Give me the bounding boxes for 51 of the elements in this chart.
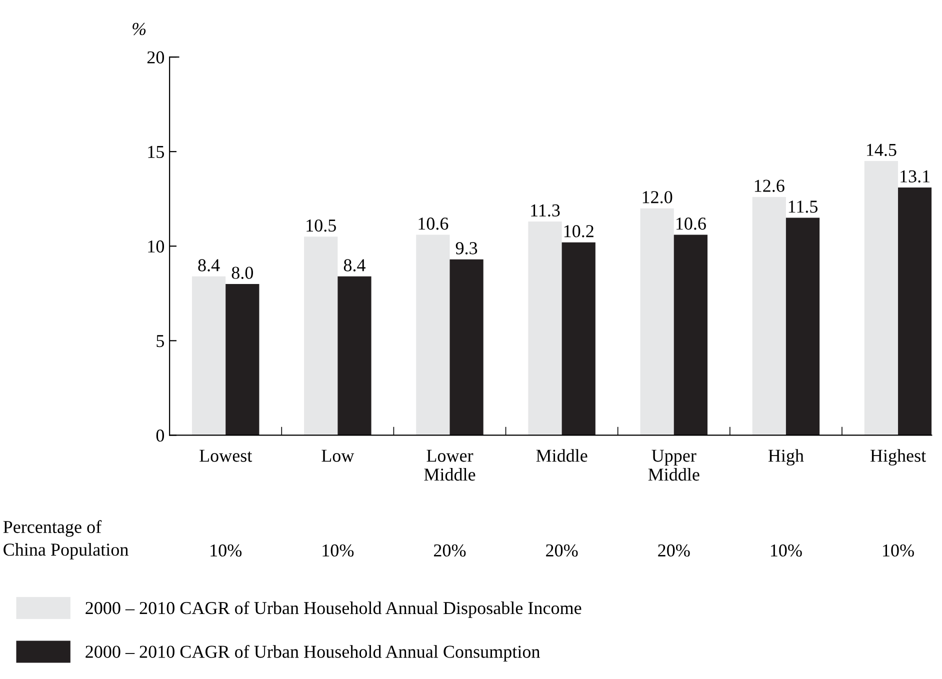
x-tick-label: Middle (536, 449, 588, 462)
x-tick-label: Low (322, 450, 354, 462)
data-label: 8.4 (344, 259, 366, 272)
bar (674, 234, 708, 436)
text: 10% (210, 544, 242, 557)
bar (304, 236, 338, 436)
y-tick-label: 5 (156, 335, 164, 348)
bar (786, 218, 820, 436)
x-tick-label: Upper Middle (648, 450, 700, 481)
legend-label: 2000 – 2010 CAGR of Urban Household Annual Consumption (86, 644, 540, 662)
data-label: 8.0 (232, 266, 253, 279)
text: 10% (883, 544, 914, 557)
data-label: 10.6 (676, 218, 706, 230)
bar (752, 196, 786, 436)
text: 20% (546, 544, 578, 557)
x-tick-label: High (768, 449, 804, 466)
data-label: 13.1 (900, 170, 930, 183)
y-tick-label: 0 (156, 429, 164, 442)
x-tick-label: Lower Middle (424, 450, 476, 481)
data-label: 14.5 (866, 144, 896, 156)
x-tick-label: Highest (870, 449, 926, 466)
bar (898, 188, 932, 436)
data-label: 11.3 (531, 204, 560, 217)
data-label: 10.2 (564, 225, 594, 238)
y-tick-label: 15 (148, 146, 164, 158)
text: 10% (770, 544, 802, 557)
bar (450, 259, 484, 436)
legend-label: 2000 – 2010 CAGR of Urban Household Annual Disposable Income (86, 601, 582, 618)
text: Percentage of China Population (3, 520, 128, 560)
y-tick-label: 20 (147, 51, 164, 64)
data-label: 12.0 (642, 191, 672, 204)
data-label: 10.5 (306, 219, 336, 232)
bar (192, 276, 226, 436)
text: 10% (322, 544, 354, 557)
bar (416, 234, 450, 436)
y-tick-label: 10 (148, 240, 164, 253)
data-label: 11.5 (788, 200, 818, 213)
text: 20% (434, 544, 466, 557)
bar (562, 242, 596, 436)
bar (528, 222, 562, 436)
data-label: 10.6 (418, 218, 448, 230)
data-label: 8.4 (198, 259, 220, 272)
x-tick-label: Lowest (200, 450, 252, 462)
data-label: 9.3 (456, 242, 478, 254)
y-axis-title: % (132, 22, 146, 36)
bar (226, 284, 260, 436)
bar (864, 161, 898, 436)
text: 20% (658, 544, 690, 557)
data-label: 12.6 (754, 180, 784, 192)
bar (640, 208, 674, 436)
bar (338, 276, 372, 436)
